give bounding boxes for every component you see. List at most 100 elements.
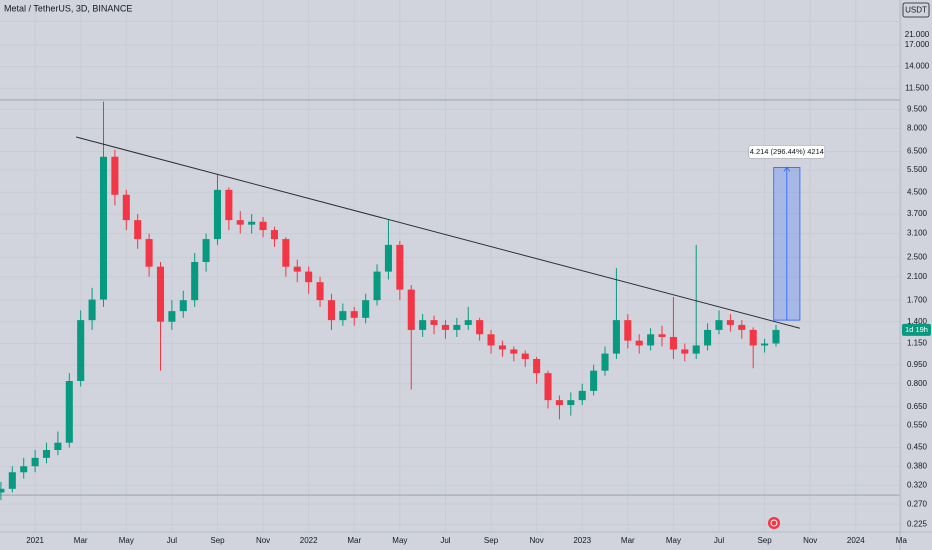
candle-body [578, 390, 586, 401]
candle-body [145, 239, 153, 267]
candle-body [122, 194, 130, 221]
candle-body [20, 466, 28, 473]
y-tick-label: 1.150 [907, 339, 928, 348]
candle-body [635, 340, 643, 346]
event-icon[interactable] [768, 517, 780, 529]
event-icon-inner [770, 519, 778, 527]
x-tick-label: Jul [167, 536, 177, 545]
y-tick-label: 5.500 [907, 165, 928, 174]
candle-body [487, 334, 495, 346]
x-tick-label: 2024 [847, 536, 865, 545]
candle-body [453, 324, 461, 330]
measure-arrow-head [783, 166, 791, 172]
candle-body [601, 353, 609, 371]
candle-body [248, 221, 256, 225]
candle-body [464, 320, 472, 325]
candle-body [225, 189, 233, 221]
candle-body [236, 220, 244, 225]
candle-body [407, 289, 415, 330]
y-tick-label: 9.500 [907, 105, 928, 114]
x-tick-label: Sep [484, 536, 499, 545]
candle-body [179, 300, 187, 312]
candle-body [54, 442, 62, 451]
candle-body [669, 336, 677, 350]
candle-body [134, 220, 142, 240]
x-tick-label: Sep [757, 536, 772, 545]
candle-body [555, 400, 563, 406]
y-tick-label: 8.000 [907, 124, 928, 133]
candle-body [88, 299, 96, 321]
candle-body [270, 230, 279, 240]
candle-body [441, 324, 449, 330]
candle-body [111, 156, 119, 195]
y-tick-label: 0.270 [907, 499, 928, 508]
y-tick-label: 17.000 [905, 40, 930, 49]
currency-box[interactable] [902, 2, 930, 18]
candle-body [259, 221, 267, 231]
candle-body [772, 329, 780, 344]
y-tick-label: 6.500 [907, 147, 928, 156]
y-tick-label: 3.700 [907, 209, 928, 218]
candle-body [692, 345, 700, 354]
y-tick-label: 1.700 [907, 295, 928, 304]
y-tick-label: 2.100 [907, 272, 928, 281]
y-tick-label: 3.100 [907, 229, 928, 238]
x-tick-label: 2023 [573, 536, 591, 545]
candle-body [373, 271, 381, 301]
price-badge [902, 323, 931, 336]
candle-body [533, 359, 541, 374]
x-tick-label: Mar [621, 536, 635, 545]
candle-body [293, 266, 301, 272]
candle-body [476, 320, 484, 335]
y-tick-label: 0.225 [907, 519, 928, 528]
currency[interactable]: USDT [905, 6, 927, 15]
candle-body [213, 189, 222, 240]
x-tick-label: Mar [74, 536, 88, 545]
y-tick-label: 0.320 [907, 480, 928, 489]
y-tick-label: 0.380 [907, 461, 928, 470]
candle-body [31, 457, 39, 467]
candle-body [761, 343, 769, 346]
x-tick-label: May [392, 536, 407, 545]
candle-body [327, 300, 335, 321]
candle-body [521, 353, 529, 360]
candle-body [8, 472, 16, 489]
x-tick-label: Ma [896, 536, 908, 545]
y-tick-label: 4.500 [907, 187, 928, 196]
candle-body [704, 329, 712, 346]
y-tick-label: 0.950 [907, 360, 928, 369]
candle-body [0, 488, 5, 493]
candle-body [658, 334, 666, 337]
y-tick-label: 14.000 [905, 62, 930, 71]
x-tick-label: Sep [210, 536, 225, 545]
x-tick-label: May [119, 536, 134, 545]
candle-body [202, 239, 210, 262]
candle-body [749, 329, 757, 346]
candle-body [681, 349, 689, 354]
candle-body [156, 266, 165, 322]
candle-body [305, 271, 313, 283]
candle-body [419, 320, 427, 330]
x-tick-label: Mar [347, 536, 361, 545]
candle-body [168, 311, 176, 322]
measure-label: 4.214 (296.44%) 4214 [750, 147, 824, 156]
x-tick-label: 2022 [300, 536, 318, 545]
x-tick-label: Jul [714, 536, 724, 545]
candle-body [544, 373, 552, 401]
candle-body [738, 324, 746, 330]
trendline [76, 136, 801, 329]
countdown: 1d 19h [905, 325, 928, 334]
candle-body [316, 282, 324, 301]
x-tick-label: Nov [530, 536, 544, 545]
candle-body [384, 244, 392, 272]
candle-body [339, 311, 347, 321]
x-tick-label: 2021 [26, 536, 44, 545]
y-tick-label: 1.400 [907, 317, 928, 326]
candle-body [612, 320, 620, 354]
chart-title: Metal / TetherUS, 3D, BINANCE [4, 3, 132, 13]
y-tick-label: 11.500 [905, 83, 929, 92]
y-tick-label: 2.500 [907, 253, 928, 262]
